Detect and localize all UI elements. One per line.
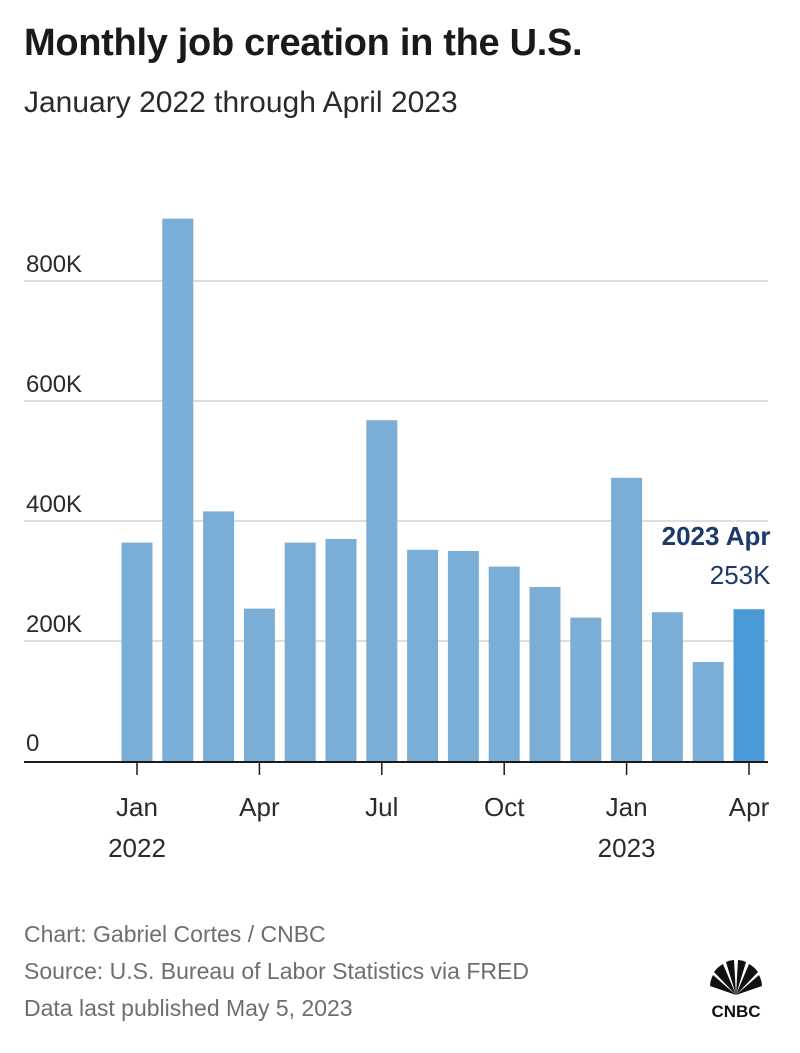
bar [162, 218, 194, 762]
chart-credit: Chart: Gabriel Cortes / CNBC [24, 921, 326, 947]
bar [203, 511, 235, 761]
highlight-label: 2023 Apr [662, 521, 771, 551]
bar [121, 542, 153, 761]
x-tick-label: Apr [729, 792, 770, 822]
chart-title: Monthly job creation in the U.S. [24, 22, 583, 64]
y-tick-label: 0 [26, 730, 39, 757]
bar [651, 612, 683, 761]
x-tick-label: Jan [606, 792, 648, 822]
chart-source: Source: U.S. Bureau of Labor Statistics … [24, 958, 529, 984]
chart-footer: Chart: Gabriel Cortes / CNBC Source: U.S… [24, 916, 529, 1027]
bar-chart: 0 200K 400K 600K 800K Jan 2022 Apr Jul Oct Jan 2023… [24, 218, 772, 863]
bar [243, 608, 275, 761]
bar [447, 551, 479, 761]
bar [366, 420, 398, 761]
bar [488, 566, 520, 761]
peacock-icon [710, 960, 762, 995]
highlight-value-label: 253K [710, 560, 771, 590]
x-tick-label: Apr [239, 792, 280, 822]
y-tick-label: 600K [26, 371, 82, 398]
data-published-date: Data last published May 5, 2023 [24, 995, 353, 1021]
cnbc-logo-text: CNBC [711, 1002, 760, 1021]
cnbc-logo: CNBC [710, 960, 762, 1021]
x-tick-label: Oct [484, 792, 525, 822]
bar [325, 539, 357, 761]
chart-subtitle: January 2022 through April 2023 [24, 86, 458, 119]
bar [284, 542, 316, 761]
bar [692, 662, 724, 761]
y-tick-label: 800K [26, 251, 82, 278]
bar [407, 549, 439, 761]
bar-highlight [733, 609, 765, 761]
x-tick-label: 2023 [598, 833, 656, 863]
y-tick-label: 400K [26, 491, 82, 518]
bar [570, 617, 602, 761]
bar [611, 477, 643, 761]
x-tick-label: Jan [116, 792, 158, 822]
y-tick-label: 200K [26, 611, 82, 638]
x-tick-label: Jul [365, 792, 398, 822]
x-tick-label: 2022 [108, 833, 166, 863]
bar [529, 587, 561, 761]
